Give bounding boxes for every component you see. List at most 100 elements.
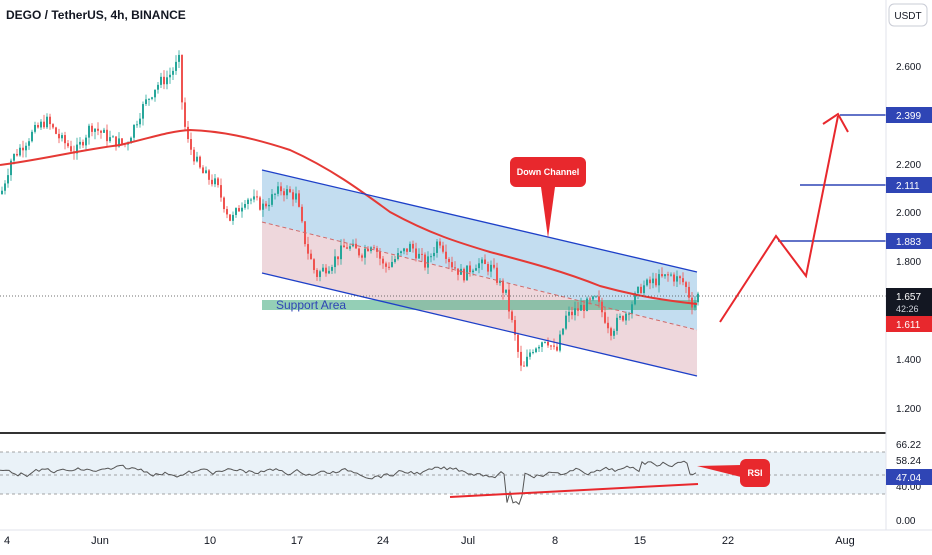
candle-body [253,196,255,200]
candle-body [562,328,564,335]
candle-body [325,267,327,274]
candle [283,188,285,202]
candle [688,281,690,302]
candle-body [547,341,549,346]
candle [577,301,579,317]
candle-body [364,248,366,258]
candle [67,139,69,149]
candle [697,291,699,306]
candle [58,128,60,144]
candle-body [247,199,249,204]
candle [475,264,477,271]
candle-body [88,125,90,138]
candle [175,55,177,75]
candle [601,297,603,318]
candle [349,243,351,251]
candle [454,261,456,270]
candle-body [523,365,525,367]
candle-body [412,243,414,249]
candle-body [211,179,213,185]
candle-body [190,139,192,150]
candle-body [7,175,9,184]
candle-body [157,84,159,90]
candle [469,261,471,277]
candle-body [652,278,654,284]
candle [37,122,39,129]
channel-upper-fill [262,170,697,330]
candle [22,140,24,158]
candle-body [697,293,699,303]
price-tick: 2.200 [896,160,921,171]
candle [550,344,552,351]
candle [391,255,393,268]
candle-body [433,252,435,257]
candle [169,67,171,84]
candle [394,255,396,264]
candle [88,123,90,145]
candle [139,113,141,128]
candle-body [172,70,174,75]
currency-button[interactable]: USDT [888,3,928,27]
candle [403,247,405,255]
candle-body [589,298,591,300]
candle [205,166,207,174]
candle-body [418,253,420,259]
candle [97,122,99,136]
candle-body [343,245,345,248]
candle-body [223,197,225,210]
candle-body [355,243,357,249]
candle [583,300,585,319]
candle [25,142,27,158]
candle [103,127,105,134]
candle [580,297,582,311]
candle [49,113,51,130]
candle-body [82,141,84,146]
candle [457,268,459,281]
time-tick: 15 [634,535,646,547]
candle [241,202,243,218]
candle-body [316,269,318,277]
candle-body [478,263,480,269]
candle-body [256,196,258,198]
candle [418,248,420,259]
candle-body [220,185,222,198]
candle-body [400,251,402,254]
candle [181,54,183,110]
candle-body [70,146,72,152]
candle [325,264,327,277]
candle-body [310,253,312,260]
candle-body [628,313,630,315]
price-axis[interactable] [886,0,932,530]
candle [298,190,300,208]
candle [517,332,519,358]
candle [343,238,345,248]
candle [70,140,72,153]
candle [7,168,9,188]
candle-body [235,208,237,215]
candle-body [106,129,108,142]
time-axis[interactable]: 4 Jun 10 17 24 Jul 8 15 22 Aug [4,535,855,547]
candle [547,337,549,348]
candle-body [238,208,240,212]
candle-body [142,104,144,119]
candle-body [685,282,687,287]
candle-body [280,186,282,192]
candle [673,272,675,287]
candle-body [37,124,39,128]
channel-midline [261,221,698,331]
candle-body [214,178,216,185]
candle-body [631,304,633,314]
candle-body [484,259,486,265]
candle [649,276,651,290]
rsi-callout: RSI [697,459,770,487]
candle [433,247,435,261]
candle [202,165,204,174]
symbol-title[interactable]: DEGO / TetherUS, 4h, BINANCE [6,8,186,22]
support-price-badge: 1.611 [886,316,932,332]
candle-body [457,268,459,275]
candle-body [544,341,546,343]
rsi-trendline [449,483,699,498]
candle-body [565,315,567,329]
candle [358,247,360,258]
